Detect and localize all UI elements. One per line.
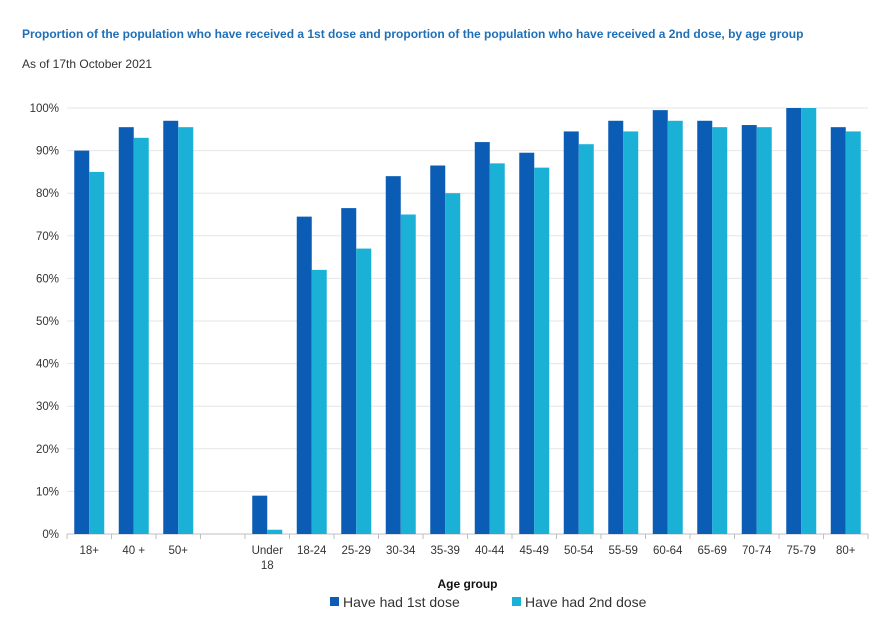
y-tick-label: 50% [36, 316, 59, 328]
chart-title: Proportion of the population who have re… [22, 27, 804, 41]
y-tick-label: 20% [36, 444, 59, 456]
x-tick-label: Under [252, 545, 283, 557]
bar-2nd-dose [356, 248, 372, 534]
bar-1st-dose [252, 495, 268, 534]
bar-1st-dose [652, 110, 668, 534]
x-tick-label: 50+ [168, 545, 188, 557]
x-tick-label: 25-29 [342, 545, 371, 557]
bar-2nd-dose [311, 269, 327, 534]
bar-2nd-dose [756, 127, 772, 535]
bar-2nd-dose [89, 171, 105, 534]
x-tick-label: 80+ [836, 545, 856, 557]
x-axis-title: Age group [438, 577, 498, 591]
bar-2nd-dose [400, 214, 416, 534]
x-tick-label: 40-44 [475, 545, 505, 557]
y-tick-label: 80% [36, 188, 59, 200]
legend-label-1st-dose: Have had 1st dose [343, 594, 460, 610]
x-tick-label: 45-49 [520, 545, 549, 557]
x-tick-label: 60-64 [653, 545, 683, 557]
bar-1st-dose [118, 127, 134, 535]
bar-1st-dose [296, 216, 312, 534]
bar-2nd-dose [445, 193, 461, 534]
y-tick-label: 40% [36, 359, 59, 371]
legend-swatch-2nd-dose [512, 597, 521, 606]
y-tick-label: 10% [36, 486, 59, 498]
bar-1st-dose [830, 127, 846, 535]
y-tick-label: 70% [36, 231, 59, 243]
x-tick-label: 40 + [122, 545, 145, 557]
x-tick-label: 50-54 [564, 545, 594, 557]
bar-2nd-dose [667, 120, 683, 534]
bar-1st-dose [474, 142, 490, 534]
y-tick-label: 100% [30, 103, 59, 115]
bar-1st-dose [385, 176, 401, 534]
x-tick-label: 30-34 [386, 545, 416, 557]
bar-2nd-dose [623, 131, 639, 534]
x-tick-label: 55-59 [609, 545, 638, 557]
legend-label-2nd-dose: Have had 2nd dose [525, 594, 647, 610]
bar-1st-dose [519, 152, 535, 535]
y-tick-label: 30% [36, 401, 59, 413]
y-tick-label: 60% [36, 273, 59, 285]
bar-1st-dose [163, 120, 179, 534]
bar-2nd-dose [489, 163, 505, 534]
legend-swatch-1st-dose [330, 597, 339, 606]
x-tick-label: 18-24 [297, 545, 327, 557]
bar-2nd-dose [801, 108, 817, 534]
x-tick-label: 70-74 [742, 545, 772, 557]
bar-2nd-dose [845, 131, 861, 534]
bar-1st-dose [341, 208, 357, 535]
x-tick-label: 35-39 [431, 545, 460, 557]
bar-2nd-dose [267, 529, 283, 534]
x-tick-label: 75-79 [787, 545, 816, 557]
bar-1st-dose [741, 125, 757, 534]
bar-1st-dose [430, 165, 446, 534]
bar-1st-dose [563, 131, 579, 534]
chart-subtitle: As of 17th October 2021 [22, 57, 153, 71]
x-tick-label: 18 [261, 560, 274, 572]
x-tick-label: 18+ [79, 545, 99, 557]
bar-1st-dose [786, 108, 802, 534]
bar-1st-dose [697, 120, 713, 534]
bar-2nd-dose [178, 127, 194, 535]
y-tick-label: 90% [36, 146, 59, 158]
bar-2nd-dose [133, 137, 149, 534]
y-tick-label: 0% [42, 529, 59, 541]
bar-1st-dose [74, 150, 90, 534]
x-tick-label: 65-69 [698, 545, 727, 557]
bar-1st-dose [608, 120, 624, 534]
bar-2nd-dose [578, 144, 594, 534]
bar-2nd-dose [534, 167, 550, 534]
bar-2nd-dose [712, 127, 728, 535]
